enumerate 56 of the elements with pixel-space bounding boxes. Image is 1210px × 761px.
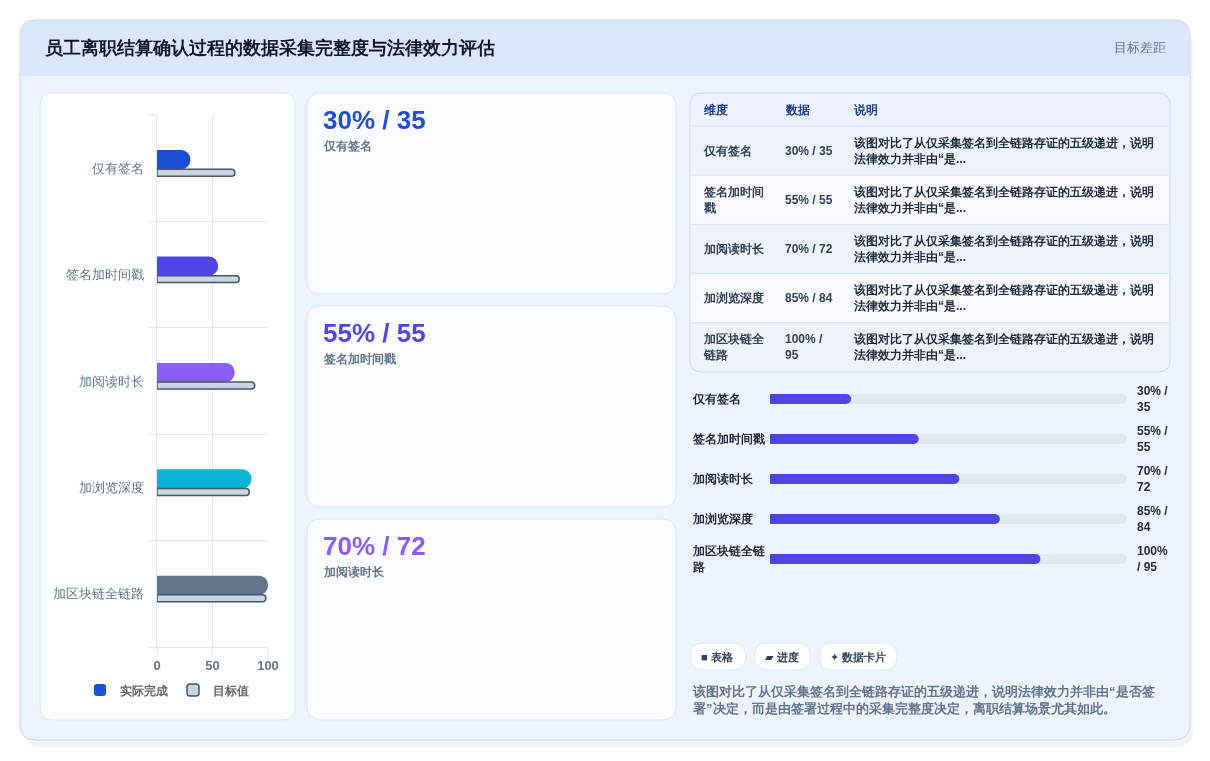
bar	[157, 150, 191, 170]
text: 30% / 35	[323, 105, 426, 135]
x-tick-label: 50	[205, 657, 220, 673]
category-label: ✦ 数据卡片	[830, 651, 887, 663]
y-tick-label: 加浏览深度	[79, 479, 145, 495]
category-label: 加阅读时长	[323, 565, 385, 579]
legend-label: 实际完成	[120, 683, 168, 698]
text: 55% / 55	[785, 193, 833, 207]
bar	[157, 487, 250, 497]
text: 该图对比了从仅采集签名到全链路存证的五级递进，说明法律效力并非由“是否签署”决定，而是由签署过程中的采集完整度决定，离职结算场景尤其如此。	[692, 684, 1155, 716]
category-label: 签名加时间戳	[323, 352, 396, 366]
category-label: 维度	[703, 103, 728, 117]
bar	[157, 168, 236, 177]
y-tick-label: 仅有签名	[92, 160, 145, 176]
x-tick-label: 100	[257, 657, 279, 673]
bar	[157, 469, 252, 489]
text: 目标差距	[1114, 40, 1166, 55]
y-tick-label: 加浏览深度	[692, 512, 753, 526]
text: 70% / 72	[323, 531, 426, 561]
category-label: 说明	[853, 103, 878, 117]
category-label: ▰ 进度	[765, 651, 799, 663]
y-tick-label: 加阅读时长	[79, 373, 145, 389]
text: 该图对比了从仅采集签名到全链路存证的五级递进，说明法律效力并非由“是...	[854, 283, 1154, 313]
y-tick-label: 签名加时间戳	[692, 432, 765, 446]
text: 该图对比了从仅采集签名到全链路存证的五级递进，说明法律效力并非由“是...	[854, 332, 1154, 362]
category-label: 数据	[785, 103, 810, 117]
data-label: 70% / 72	[1137, 464, 1169, 494]
text: 85% / 84	[785, 291, 833, 305]
category-label: ■ 表格	[701, 651, 734, 663]
text: 70% / 72	[785, 242, 833, 256]
bar	[157, 362, 235, 383]
text: 该图对比了从仅采集签名到全链路存证的五级递进，说明法律效力并非由“是...	[854, 185, 1154, 215]
data-label: 85% / 84	[1137, 504, 1169, 534]
text: 30% / 35	[785, 144, 833, 158]
text: 该图对比了从仅采集签名到全链路存证的五级递进，说明法律效力并非由“是...	[854, 136, 1154, 166]
bar	[157, 594, 267, 603]
bar	[157, 256, 219, 276]
category-label: 仅有签名	[323, 139, 372, 153]
text: 该图对比了从仅采集签名到全链路存证的五级递进，说明法律效力并非由“是...	[854, 234, 1154, 264]
data-label: 55% / 55	[1137, 424, 1169, 454]
bar	[770, 394, 852, 404]
y-tick-label: 加阅读时长	[692, 472, 754, 486]
data-label: 30% / 35	[1137, 384, 1169, 414]
text: 100% / 95	[785, 332, 823, 362]
y-tick-label: 加区块链全链路	[53, 586, 145, 602]
bar	[157, 575, 268, 595]
x-tick-label: 0	[153, 657, 161, 673]
text: 55% / 55	[323, 318, 426, 348]
y-tick-label: 仅有签名	[692, 392, 741, 406]
bar	[157, 274, 240, 284]
y-tick-label: 签名加时间戳	[66, 267, 145, 283]
bar	[157, 381, 256, 390]
y-tick-label: 加区块链全链路	[692, 544, 766, 574]
data-label: 100% / 95	[1137, 544, 1169, 574]
legend-label: 目标值	[213, 683, 249, 698]
chart-title: 员工离职结算确认过程的数据采集完整度与法律效力评估	[44, 38, 495, 58]
